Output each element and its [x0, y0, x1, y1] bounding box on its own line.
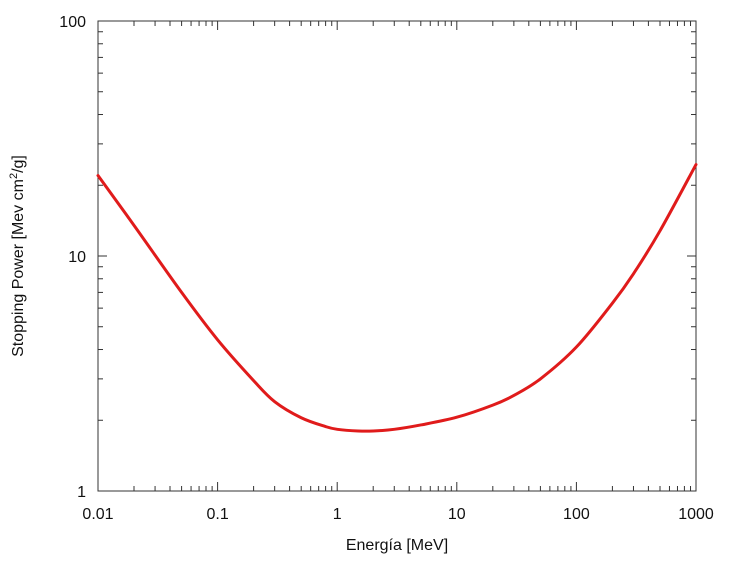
x-tick-label: 0.01: [82, 506, 113, 523]
x-tick-labels: 0.01 0.1 1 10 100 1000: [82, 506, 713, 523]
series-line: [96, 163, 698, 433]
x-tick-label: 100: [563, 506, 590, 523]
x-tick-label: 1000: [678, 506, 714, 523]
y-axis-label: Stopping Power [Mev cm2/g]: [8, 155, 27, 357]
x-axis-label: Energía [MeV]: [346, 537, 448, 554]
x-tick-label: 1: [333, 506, 342, 523]
y-tick-label: 10: [68, 249, 86, 266]
tick-marks: [97, 20, 697, 492]
y-axis-label-main: Stopping Power [Mev cm: [10, 179, 27, 357]
x-tick-label: 0.1: [206, 506, 228, 523]
y-axis-label-tail: /g]: [10, 155, 27, 173]
y-tick-label: 1: [77, 484, 86, 501]
plot-frame: [97, 20, 697, 492]
y-axis-label-superscript: 2: [8, 173, 20, 179]
y-tick-label: 100: [59, 14, 86, 31]
x-tick-label: 10: [448, 506, 466, 523]
y-tick-labels: 1 10 100: [59, 14, 86, 501]
